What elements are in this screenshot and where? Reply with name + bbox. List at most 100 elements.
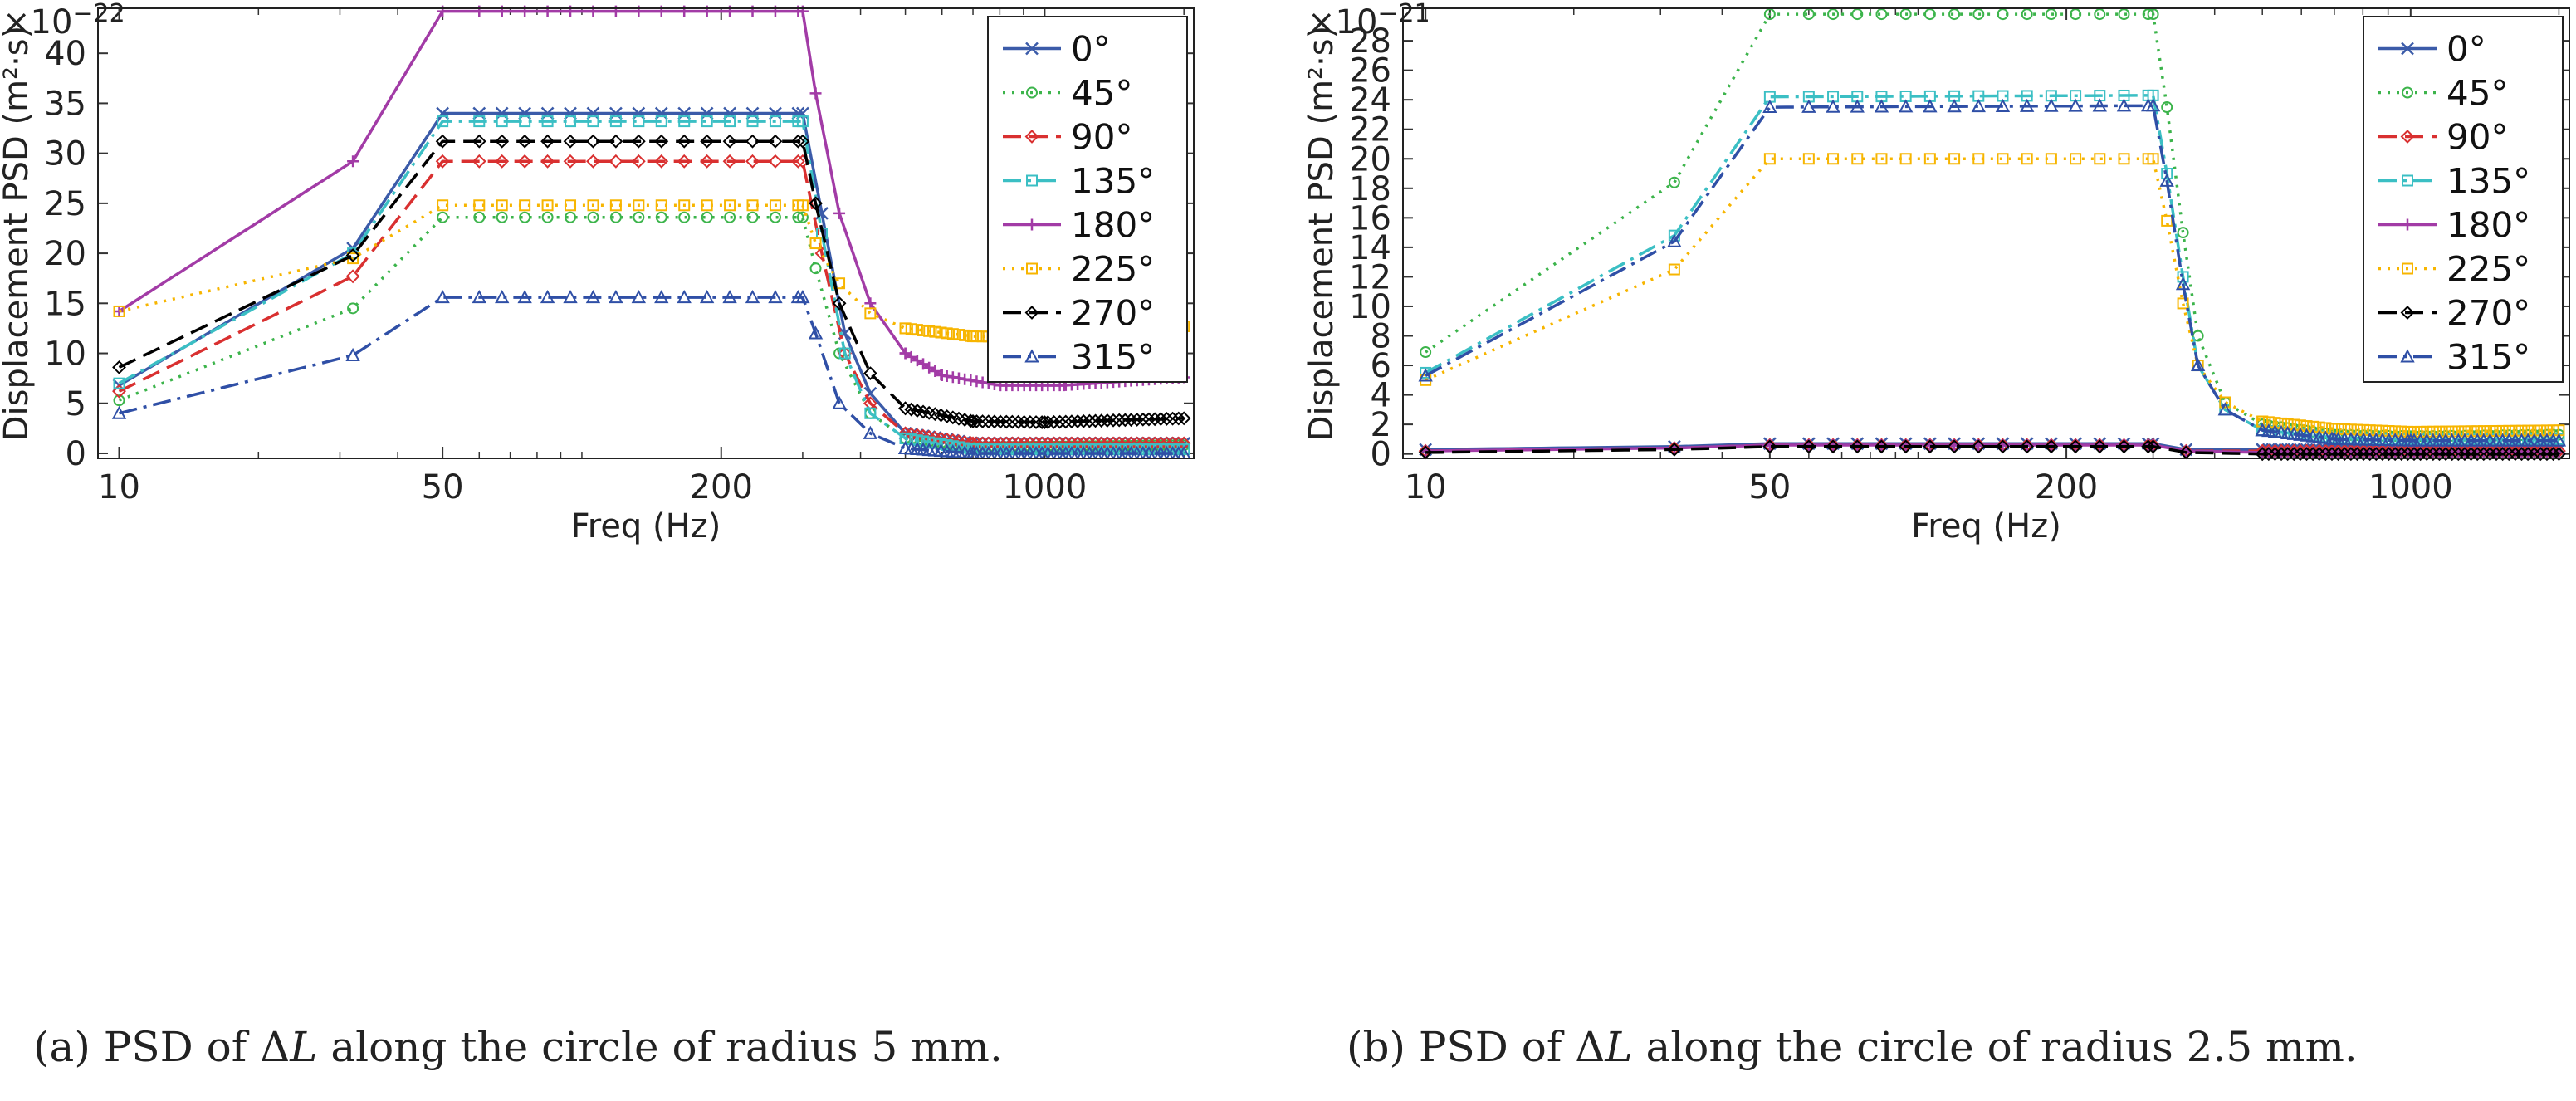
- chart-a-data-point: [745, 134, 760, 149]
- chart-b-data-point: [2262, 416, 2275, 428]
- chart-a-data-point: [791, 106, 805, 120]
- chart-b-ytick-label: 26: [1349, 52, 1391, 91]
- chart-b-data-point: [2068, 439, 2083, 454]
- chart-b-data-point: [2300, 447, 2314, 462]
- chart-b-data-point: [2020, 439, 2035, 454]
- chart-b-legend-entry: 0°: [2446, 29, 2486, 70]
- chart-b-data-point: [2394, 447, 2409, 462]
- chart-a-data-point: [935, 369, 947, 381]
- chart-a-data-point: [495, 106, 509, 120]
- chart-b-data-point: [1875, 439, 1889, 454]
- chart-b-data-point: [1972, 8, 1985, 21]
- chart-a-data-point: [792, 5, 804, 17]
- chart-b-data-point: [2141, 98, 2156, 112]
- chart-b-data-point: [2546, 447, 2560, 462]
- chart-a-data-point: [112, 360, 126, 374]
- chart-b-data-point: [1947, 438, 1962, 453]
- caption-b-prefix: (b) PSD of Δ: [1347, 1023, 1606, 1071]
- chart-a-data-point: [917, 324, 930, 336]
- chart-a-data-point: [1141, 412, 1156, 427]
- chart-a-data-point: [701, 211, 713, 223]
- chart-a-data-point: [808, 325, 824, 340]
- chart-a-data-point: [540, 154, 555, 169]
- chart-b-ytick-label: 28: [1349, 22, 1391, 61]
- chart-a-data-point: [970, 414, 984, 428]
- chart-a-data-point: [722, 134, 737, 149]
- chart-b-data-point: [2508, 447, 2523, 462]
- chart-b-data-point: [2407, 447, 2422, 462]
- chart-b-data-point: [2337, 447, 2352, 462]
- chart-a-data-point: [923, 436, 936, 448]
- chart-a-data-point: [724, 5, 736, 17]
- chart-a-data-point: [609, 199, 622, 212]
- chart-a-data-point: [563, 289, 578, 304]
- chart-b-legend-box: [2363, 16, 2564, 383]
- chart-b-data-point: [2117, 439, 2131, 454]
- chart-a-data-point: [941, 327, 953, 340]
- chart-a-ylabel: Displacement PSD (m²·s): [0, 26, 36, 442]
- chart-a-axes-box: [97, 7, 1195, 459]
- chart-b-ytick-label: 20: [1349, 140, 1391, 179]
- chart-a-data-point: [722, 289, 737, 304]
- chart-a-data-point: [701, 115, 713, 128]
- chart-a-xtick-label: 1000: [1002, 468, 1087, 506]
- chart-b-series-line: [1425, 104, 2559, 443]
- chart-a-data-point: [769, 106, 782, 120]
- chart-a-exponent-label: ×10−22: [2, 0, 125, 42]
- chart-b-data-point: [1923, 438, 1938, 453]
- chart-a-data-point: [724, 211, 736, 223]
- chart-a-legend-entry: 90°: [1071, 117, 1132, 158]
- chart-b-data-point: [2419, 447, 2434, 462]
- chart-b-data-point: [2190, 357, 2206, 372]
- chart-b-data-point: [1418, 368, 1433, 382]
- chart-a-data-point: [435, 154, 450, 169]
- chart-b-data-point: [1923, 439, 1938, 454]
- chart-b-legend-entry: 225°: [2446, 249, 2530, 290]
- chart-b-data-point: [2146, 439, 2160, 454]
- chart-a-data-point: [746, 5, 759, 17]
- chart-a-data-point: [435, 289, 450, 304]
- chart-a-data-point: [677, 154, 692, 169]
- chart-a-data-point: [113, 394, 125, 407]
- chart-a-data-point: [917, 358, 930, 370]
- chart-a-data-point: [917, 435, 930, 448]
- chart-b-data-point: [1668, 263, 1680, 276]
- chart-b-data-point: [1763, 8, 1776, 21]
- chart-a-data-point: [792, 211, 804, 223]
- chart-b-data-point: [1801, 438, 1816, 453]
- chart-a-data-point: [792, 199, 804, 212]
- chart-b-data-point: [2092, 438, 2107, 453]
- chart-a-data-point: [496, 199, 508, 212]
- chart-a-data-point: [655, 115, 667, 128]
- chart-a-data-point: [633, 115, 645, 128]
- chart-a-data-point: [609, 106, 623, 120]
- chart-a-legend-marker: [1026, 174, 1038, 187]
- chart-b-data-point: [2117, 438, 2131, 453]
- chart-a-data-point: [113, 377, 125, 389]
- chart-a-data-point: [1058, 414, 1073, 429]
- chart-a-data-point: [473, 115, 486, 128]
- chart-a-data-point: [911, 324, 923, 336]
- chart-a-data-point: [746, 211, 759, 223]
- chart-a-data-point: [790, 134, 805, 149]
- chart-a-data-point: [473, 211, 486, 223]
- chart-b-legend-marker: [2400, 349, 2415, 363]
- chart-a-data-point: [723, 106, 736, 120]
- chart-a-data-point: [565, 211, 577, 223]
- chart-a-data-point: [1047, 414, 1061, 429]
- chart-a-data-point: [565, 115, 577, 128]
- chart-a-series-6: [112, 134, 1191, 430]
- chart-a-data-point: [1082, 413, 1097, 428]
- chart-a-data-point: [935, 326, 947, 339]
- chart-a-data-point: [792, 115, 804, 128]
- chart-a-data-point: [587, 115, 599, 128]
- chart-b-data-point: [1418, 443, 1433, 458]
- chart-a-data-point: [519, 211, 531, 223]
- chart-a-data-point: [654, 106, 668, 120]
- chart-b-ytick-label: 14: [1349, 229, 1391, 267]
- chart-b-data-point: [1763, 153, 1776, 165]
- chart-a-data-point: [1100, 413, 1115, 428]
- chart-b-data-point: [2044, 439, 2059, 454]
- chart-a-data-point: [472, 289, 486, 304]
- chart-a-exponent-power: −22: [72, 0, 125, 28]
